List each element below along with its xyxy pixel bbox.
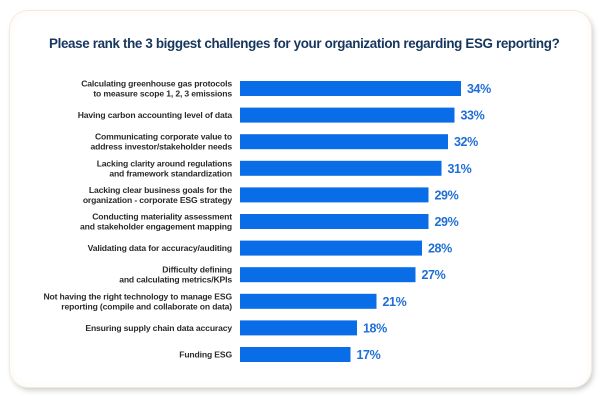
bar-0 xyxy=(240,81,461,96)
category-label-4: Lacking clear business goals for the orga… xyxy=(83,185,233,205)
category-label-line: reporting (compile and collaborate on da… xyxy=(61,301,232,311)
category-label-line: Communicating corporate value to xyxy=(95,132,232,142)
category-labels-group: Calculating greenhouse gas protocols to m… xyxy=(43,79,232,360)
category-label-line: Lacking clarity around regulations xyxy=(97,158,233,168)
value-label-5: 29% xyxy=(435,215,459,229)
category-label-line: Having carbon accounting level of data xyxy=(78,110,233,120)
value-label-4: 29% xyxy=(435,188,459,202)
value-label-3: 31% xyxy=(448,162,472,176)
category-label-5: Conducting materiality assessment and sta… xyxy=(80,212,232,232)
category-label-line: Funding ESG xyxy=(179,350,232,360)
bar-2 xyxy=(240,134,448,150)
bar-8 xyxy=(240,293,377,309)
category-label-line: Lacking clear business goals for the xyxy=(89,185,232,195)
category-label-7: Difficulty defining and calculating metri… xyxy=(119,265,232,285)
category-label-line: and stakeholder engagement mapping xyxy=(80,222,232,232)
category-label-9: Ensuring supply chain data accuracy xyxy=(85,323,232,333)
category-label-line: Calculating greenhouse gas protocols xyxy=(81,79,232,89)
category-label-line: organization - corporate ESG strategy xyxy=(83,195,233,205)
category-label-line: address investor/stakeholder needs xyxy=(90,142,232,152)
category-label-line: and calculating metrics/KPIs xyxy=(119,275,232,285)
bar-3 xyxy=(240,160,442,176)
category-label-0: Calculating greenhouse gas protocols to m… xyxy=(81,79,232,99)
category-label-8: Not having the right technology to manag… xyxy=(43,291,232,311)
bar-1 xyxy=(240,107,455,123)
value-label-10: 17% xyxy=(357,348,381,362)
value-label-1: 33% xyxy=(461,109,485,123)
bar-6 xyxy=(240,240,422,256)
category-label-line: Difficulty defining xyxy=(162,265,232,275)
category-label-line: Not having the right technology to manag… xyxy=(43,291,232,301)
value-labels-group: 34% 33% 32% 31% 29% 29% 28% 27% 21% 18% 17% xyxy=(357,82,492,362)
bar-10 xyxy=(240,347,351,362)
chart-title: Please rank the 3 biggest challenges for… xyxy=(49,36,560,51)
category-label-10: Funding ESG xyxy=(179,350,232,360)
bars-group xyxy=(240,81,461,362)
value-label-0: 34% xyxy=(467,82,491,96)
value-label-6: 28% xyxy=(428,242,452,256)
category-label-3: Lacking clarity around regulations and fr… xyxy=(97,158,233,178)
category-label-2: Communicating corporate value to address … xyxy=(90,132,232,152)
category-label-6: Validating data for accuracy/auditing xyxy=(88,243,232,253)
value-label-7: 27% xyxy=(422,268,446,282)
bar-7 xyxy=(240,267,416,283)
bar-4 xyxy=(240,187,429,203)
category-label-line: to measure scope 1, 2, 3 emissions xyxy=(93,89,232,99)
category-label-line: Validating data for accuracy/auditing xyxy=(88,243,232,253)
category-label-line: and framework standardization xyxy=(109,168,232,178)
bar-9 xyxy=(240,320,357,336)
category-label-1: Having carbon accounting level of data xyxy=(78,110,233,120)
value-label-2: 32% xyxy=(454,135,478,149)
value-label-8: 21% xyxy=(383,295,407,309)
value-label-9: 18% xyxy=(363,321,387,335)
category-label-line: Ensuring supply chain data accuracy xyxy=(85,323,232,333)
bar-5 xyxy=(240,214,429,229)
category-label-line: Conducting materiality assessment xyxy=(92,212,232,222)
